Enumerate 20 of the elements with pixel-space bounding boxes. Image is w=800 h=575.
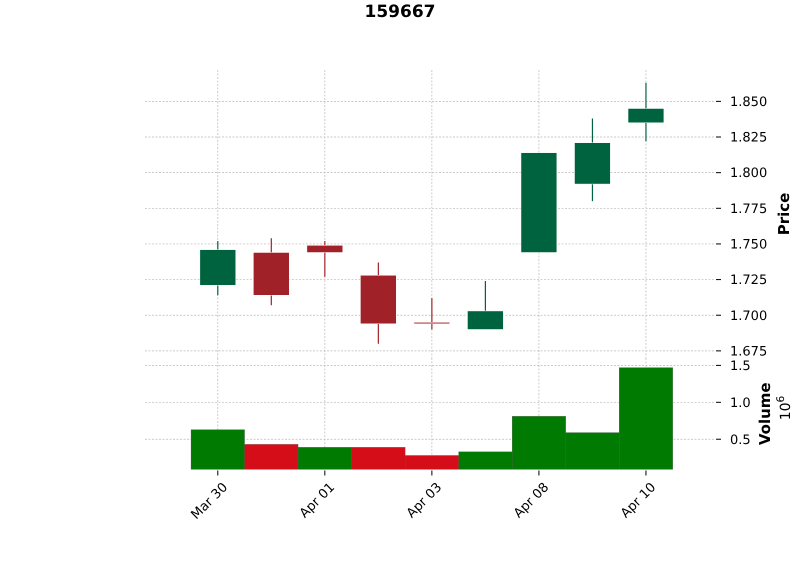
x-tick-label: Apr 03	[404, 480, 446, 522]
y-tick-label: 1.675	[730, 344, 768, 360]
y-tick-label: 1.750	[730, 237, 768, 252]
y-tick-label: 1.725	[730, 273, 768, 288]
y-axis-title: Volume	[756, 382, 774, 446]
y-tick-label: 1.825	[730, 130, 768, 146]
y-tick-label: 1.0	[730, 396, 751, 411]
x-tick-label: Apr 01	[296, 480, 338, 522]
y-axis-title: Price	[775, 192, 793, 236]
x-tick-label: Mar 30	[188, 480, 232, 523]
x-tick-label: Apr 10	[618, 480, 660, 522]
chart-title: 159667	[364, 2, 436, 22]
candlestick	[414, 298, 450, 330]
y-tick-label: 1.5	[730, 358, 751, 374]
y-tick-label: 0.5	[730, 432, 751, 448]
y-tick-label: 1.800	[730, 166, 768, 182]
y-tick-label: 1.700	[730, 308, 768, 324]
y-tick-label: 1.775	[730, 202, 768, 217]
x-tick-label: Apr 08	[511, 480, 552, 522]
y-tick-label: 1.850	[730, 94, 768, 110]
